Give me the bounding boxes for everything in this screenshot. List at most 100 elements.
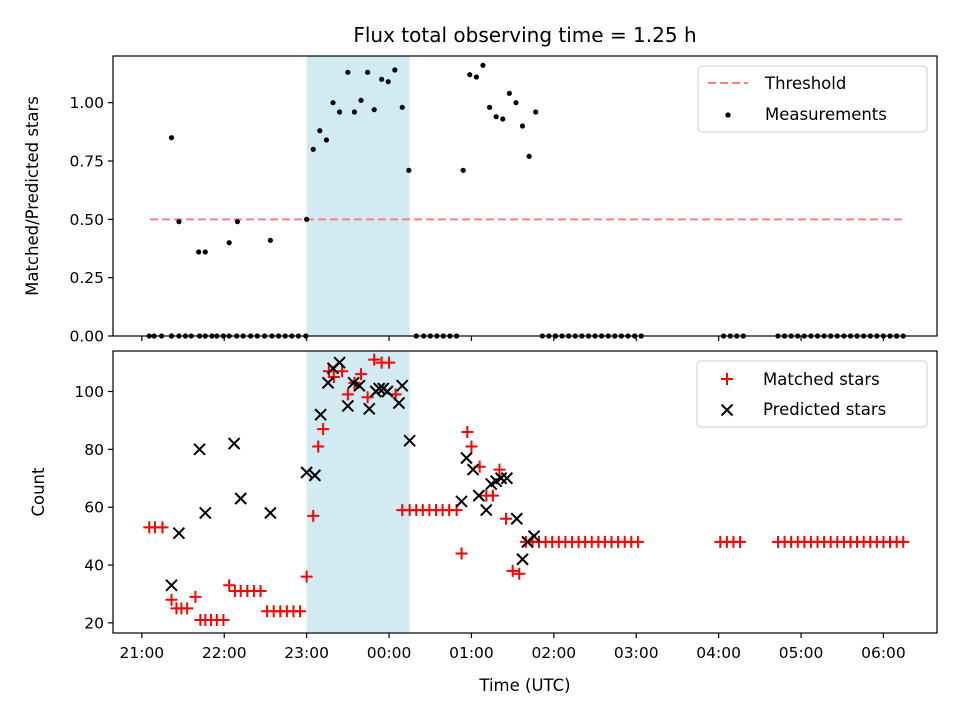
predicted-star-point [333,356,346,369]
top-y-tick-label: 1.00 [69,94,104,112]
x-axis-label: Time (UTC) [478,676,570,695]
bottom-highlight-span [306,351,410,633]
predicted-star-point [500,472,514,485]
predicted-star-point [172,527,186,540]
x-tick-label: 05:00 [779,644,824,662]
top-legend: Threshold Measurements [697,65,928,133]
top-axes-frame [112,55,938,337]
predicted-star-point [396,379,409,392]
predicted-star-point [392,396,406,410]
matched-star-point [341,388,354,401]
matched-star-point [734,535,747,548]
top-x-ticks [141,336,885,341]
predicted-star-point [165,579,178,592]
bottom-y-tick-label: 60 [84,499,104,517]
matched-star-point [506,564,519,577]
bottom-x-ticks: 21:00 22:00 23:00 00:00 01:00 02:00 03:00 04:00… [120,633,906,662]
matched-star-point [254,585,267,598]
measurement-point [330,100,336,106]
measurement-points [146,62,906,339]
matched-star-point [355,368,368,381]
measurement-point [473,74,479,80]
measurement-point [323,137,330,143]
top-y-tick-label: 0.50 [69,211,104,229]
predicted-star-point [494,472,508,485]
matched-star-point [455,547,468,560]
legend-matched-label: Matched stars [763,370,880,389]
predicted-star-point [234,492,247,505]
measurement-point [310,146,316,152]
predicted-star-point [403,434,416,447]
count-points [143,353,910,626]
measurement-point [533,109,539,115]
x-tick-label: 04:00 [696,644,741,662]
matched-star-point [181,602,194,615]
top-y-tick-label: 0.75 [69,153,104,171]
predicted-star-point [472,489,486,502]
predicted-star-point [264,506,277,520]
bottom-y-tick-label: 20 [84,614,104,632]
matched-star-point [189,590,202,603]
measurement-point [500,116,506,122]
matched-star-point [383,356,396,369]
predicted-star-point [341,399,355,413]
measurement-point [234,219,241,225]
predicted-star-point [372,382,386,395]
measurement-point [399,104,405,110]
legend-box [696,360,928,428]
highlight-span [306,351,410,633]
predicted-star-point [527,529,541,543]
top-highlight-span [306,56,410,336]
legend-measurements-swatch [725,112,731,118]
legend-predicted-label: Predicted stars [763,400,886,419]
measurement-point [519,123,526,129]
matched-star-point [312,440,325,453]
matched-star-point [156,521,169,534]
predicted-star-point [381,385,394,398]
measurement-point [526,153,532,159]
measurement-point [385,79,391,85]
top-y-tick-label: 0.00 [69,328,104,346]
matched-star-point [327,371,340,384]
x-tick-label: 22:00 [202,644,247,662]
bottom-y-tick-label: 40 [84,557,104,575]
predicted-star-point [308,469,322,482]
measurement-point [351,109,358,115]
measurement-point [371,107,377,113]
measurement-point [202,249,208,255]
x-tick-label: 23:00 [284,644,329,662]
matched-star-point [500,512,513,525]
measurement-point [493,114,499,120]
matched-star-point [897,535,910,548]
measurement-point [267,237,273,243]
x-tick-label: 06:00 [861,644,906,662]
top-y-axis-label: Matched/Predicted stars [23,96,42,296]
highlight-span [306,56,410,336]
legend-threshold-label: Threshold [764,74,846,93]
matched-star-point [368,353,381,366]
bottom-axes-frame [112,350,938,634]
top-panel: 0.00 0.25 0.50 0.75 1.00 Matched/Predicted s… [23,55,938,346]
measurement-point [226,240,232,246]
predicted-star-point [314,408,327,421]
predicted-star-point [199,506,212,520]
measurement-point [467,72,473,78]
matched-star-point [223,579,236,592]
predicted-star-point [516,553,529,566]
matched-star-point [461,425,474,438]
measurement-point [486,104,493,110]
measurement-point [168,135,175,141]
legend-measurements-label: Measurements [765,105,887,124]
matched-star-point [317,423,330,436]
bottom-y-ticks: 20 40 60 80 100 [74,383,113,632]
matched-star-point [300,570,313,583]
matched-star-point [336,365,349,378]
predicted-star-point [300,466,313,479]
measurement-point [176,219,182,225]
matched-star-point [721,373,733,385]
bottom-y-axis-label: Count [29,467,48,517]
measurement-point [513,100,519,106]
top-y-ticks: 0.00 0.25 0.50 0.75 1.00 [69,94,113,346]
measurement-point [345,69,351,75]
